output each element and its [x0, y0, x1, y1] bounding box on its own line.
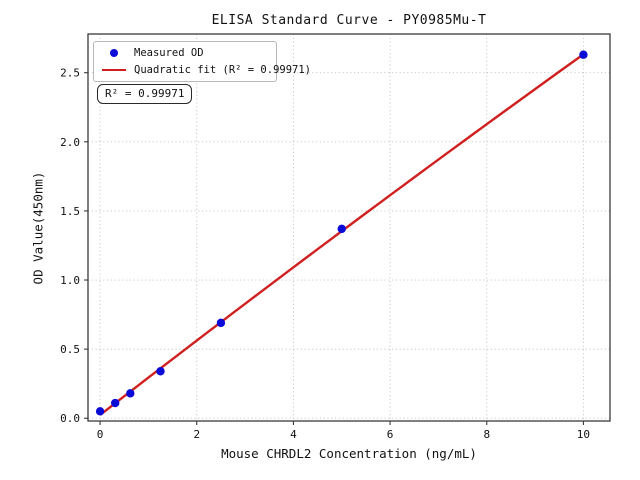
- x-tick-label: 2: [193, 428, 200, 441]
- chart-title: ELISA Standard Curve - PY0985Mu-T: [211, 13, 487, 28]
- legend-item-measured-od: Measured OD: [101, 46, 270, 60]
- x-tick-label: 4: [290, 428, 297, 441]
- data-point: [95, 407, 105, 416]
- legend-item-quadratic-fit: Quadratic fit (R² = 0.99971): [101, 63, 311, 77]
- data-point: [126, 389, 135, 398]
- y-tick-label: 2.0: [60, 136, 80, 149]
- y-axis-label: OD Value(450nm): [30, 171, 46, 285]
- axes-border: [87, 33, 611, 422]
- legend-label-quadratic-fit: Quadratic fit (R² = 0.99971): [134, 64, 312, 76]
- legend-label-measured-od: Measured OD: [134, 47, 204, 59]
- y-tick-label: 0.5: [60, 343, 80, 356]
- x-tick-label: 0: [97, 428, 104, 441]
- y-tick-label: 0.0: [60, 412, 80, 425]
- x-tick-label: 6: [387, 428, 394, 441]
- x-tick-label: 8: [483, 428, 490, 441]
- data-point: [337, 224, 346, 234]
- legend-swatch: [101, 49, 127, 57]
- measured-od-marker-icon: [110, 49, 118, 57]
- r-squared-annotation: R² = 0.99971: [97, 84, 193, 104]
- legend-swatch: [101, 69, 127, 71]
- y-tick-label: 2.5: [60, 67, 80, 80]
- data-point: [216, 318, 226, 328]
- quadratic-fit-line-icon: [102, 69, 126, 71]
- y-tick-label: 1.5: [60, 205, 80, 218]
- x-tick-label: 10: [577, 428, 590, 441]
- y-tick-label: 1.0: [60, 274, 80, 287]
- x-axis-label: Mouse CHRDL2 Concentration (ng/mL): [221, 446, 477, 461]
- data-point: [579, 50, 588, 59]
- legend: Measured OD Quadratic fit (R² = 0.99971): [93, 41, 311, 82]
- data-point: [156, 367, 165, 376]
- quadratic-fit-line: [99, 53, 585, 416]
- data-point: [111, 398, 120, 408]
